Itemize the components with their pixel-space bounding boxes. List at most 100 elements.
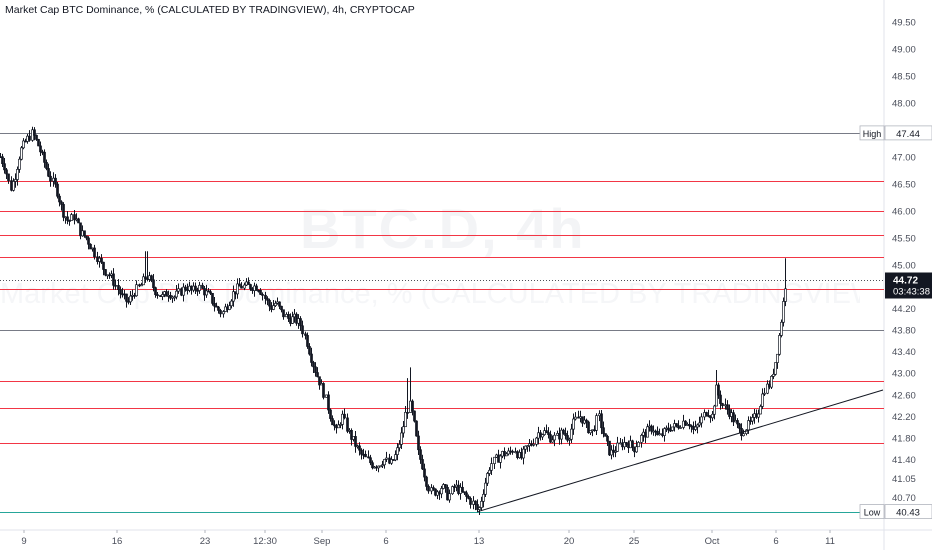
candle-body	[568, 438, 571, 441]
time-tick-label: 6	[383, 536, 388, 547]
candle-body	[551, 439, 554, 443]
candle-body	[474, 500, 477, 505]
time-tick-label: 11	[825, 536, 835, 547]
candle-body	[125, 293, 128, 302]
candle-body	[715, 384, 718, 407]
candle-body	[142, 276, 145, 286]
candle-body	[264, 294, 267, 299]
price-tick-label: 41.80	[892, 434, 916, 445]
candle-body	[595, 415, 598, 431]
candle-body	[379, 465, 382, 468]
candle-body	[339, 424, 342, 426]
candle-body	[152, 279, 155, 289]
candle-body	[219, 310, 222, 315]
candle-body	[759, 406, 762, 415]
candle-body	[396, 447, 399, 455]
candle-body	[656, 430, 659, 436]
candle-body	[280, 305, 283, 311]
candle-body	[243, 284, 246, 289]
candle-body	[524, 445, 527, 450]
candle-body	[463, 491, 466, 494]
price-tick-label: 48.50	[892, 72, 916, 83]
candle-body	[616, 442, 619, 452]
candle-body	[717, 384, 720, 396]
candle-body	[346, 417, 349, 432]
candle-body	[705, 412, 708, 416]
candle-body	[301, 325, 304, 335]
candle-body	[505, 453, 508, 457]
candle-body	[217, 306, 220, 311]
candle-body	[43, 151, 46, 163]
candle-body	[480, 500, 483, 508]
candle-body	[165, 291, 168, 297]
candle-body	[658, 433, 661, 436]
candle-body	[726, 404, 729, 410]
candle-body	[451, 486, 454, 495]
candle-body	[228, 305, 231, 310]
candle-body	[135, 284, 138, 297]
candle-body	[274, 303, 277, 306]
candle-body	[637, 442, 640, 448]
candle-body	[100, 257, 103, 263]
time-tick-label: 23	[200, 536, 211, 547]
candle-body	[640, 435, 643, 443]
candle-body	[427, 486, 430, 492]
candle-body	[144, 276, 147, 279]
candle-body	[272, 305, 275, 310]
candle-body	[476, 504, 479, 510]
candle-body	[417, 435, 420, 451]
candle-body	[341, 413, 344, 425]
candle-body	[278, 301, 281, 307]
candle-body	[259, 289, 262, 295]
candle-body	[757, 413, 760, 418]
candle-body	[211, 292, 214, 304]
candle-body	[526, 445, 529, 448]
candle-body	[129, 295, 132, 303]
candle-body	[425, 476, 428, 487]
candle-body	[49, 175, 52, 182]
candle-body	[675, 423, 678, 427]
candle-body	[766, 383, 769, 394]
candle-body	[738, 423, 741, 429]
candle-body	[742, 433, 745, 437]
candle-body	[312, 362, 315, 368]
candle-body	[268, 299, 271, 307]
low-price-label: 40.43	[896, 508, 920, 519]
candle-body	[54, 177, 57, 185]
candle-body	[35, 134, 38, 140]
price-tick-label: 49.00	[892, 45, 916, 56]
price-tick-label: 43.00	[892, 369, 916, 380]
candle-body	[385, 457, 388, 460]
candle-body	[713, 405, 716, 415]
candle-body	[337, 424, 340, 429]
candle-body	[574, 416, 577, 420]
candle-body	[255, 285, 258, 291]
candle-body	[83, 230, 86, 237]
candle-body	[566, 435, 569, 441]
candle-body	[89, 243, 92, 250]
candle-body	[484, 482, 487, 495]
candle-body	[721, 403, 724, 407]
candle-body	[156, 294, 159, 297]
candle-body	[499, 455, 502, 463]
candle-body	[419, 449, 422, 460]
candle-body	[421, 459, 424, 470]
time-tick-label: 20	[564, 536, 575, 547]
candle-body	[354, 436, 357, 447]
candle-body	[469, 498, 472, 505]
candle-body	[772, 373, 775, 377]
candle-body	[371, 462, 374, 469]
candle-body	[16, 169, 19, 180]
candle-body	[87, 237, 90, 245]
chart-title: Market Cap BTC Dominance, % (CALCULATED …	[5, 4, 415, 16]
candle-body	[614, 450, 617, 453]
candle-body	[400, 432, 403, 445]
candle-body	[549, 434, 552, 443]
current-price-tag	[885, 272, 932, 299]
candle-body	[173, 296, 176, 299]
candle-body	[12, 181, 15, 191]
ascending-trendline[interactable]	[477, 389, 884, 513]
candle-body	[343, 413, 346, 419]
